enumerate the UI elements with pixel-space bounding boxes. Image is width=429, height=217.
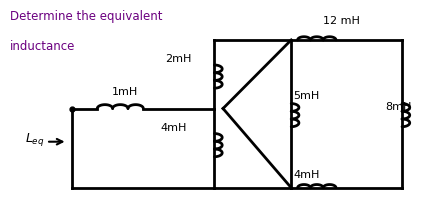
- Text: 4mH: 4mH: [293, 170, 320, 180]
- Text: Determine the equivalent: Determine the equivalent: [10, 10, 163, 23]
- Text: 5mH: 5mH: [293, 91, 320, 101]
- Text: 4mH: 4mH: [160, 123, 187, 133]
- Text: 1mH: 1mH: [112, 87, 139, 97]
- Text: inductance: inductance: [10, 40, 75, 53]
- Text: $L_{eq}$: $L_{eq}$: [25, 131, 44, 148]
- Text: 8mH: 8mH: [385, 102, 411, 112]
- Text: 12 mH: 12 mH: [323, 16, 360, 26]
- Text: 2mH: 2mH: [165, 54, 191, 64]
